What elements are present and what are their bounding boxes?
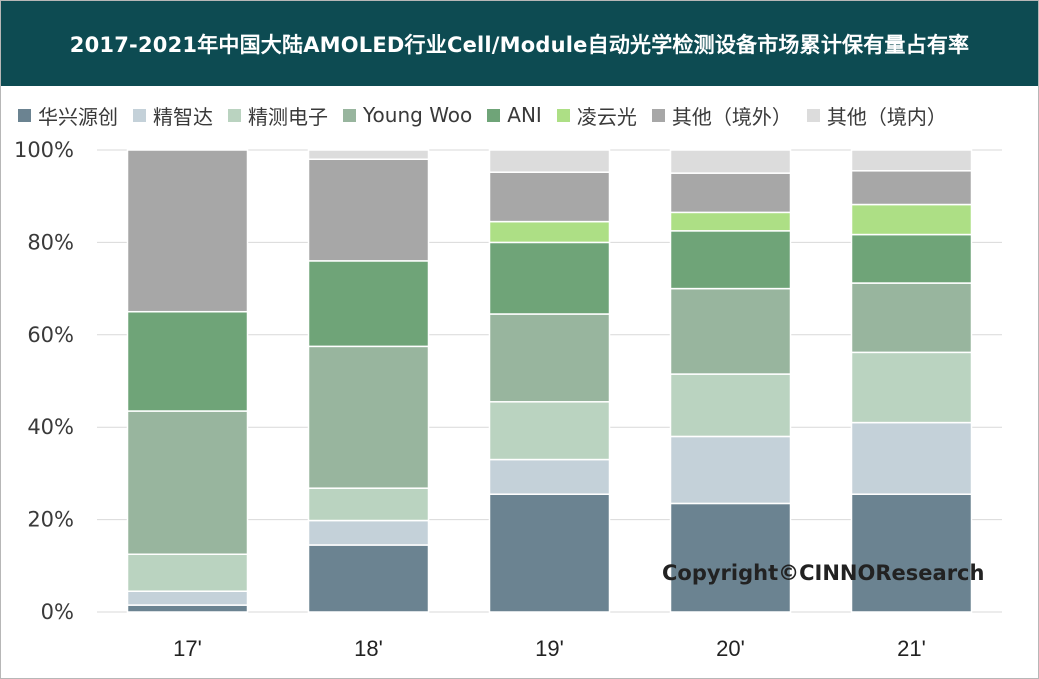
legend-item: Young Woo	[343, 103, 472, 127]
x-tick-label: 18'	[354, 636, 383, 661]
legend-swatch	[228, 108, 241, 122]
bar-segment	[669, 211, 792, 232]
legend-item: 其他（境外）	[651, 101, 792, 130]
bar-segment	[488, 171, 611, 223]
bar-segment	[307, 260, 430, 348]
bar-segment	[307, 487, 430, 522]
bar-segment	[850, 351, 973, 424]
bar-segment	[307, 519, 430, 546]
legend-swatch	[556, 108, 570, 122]
legend-item: 凌云光	[556, 101, 637, 130]
legend-swatch	[651, 108, 665, 122]
legend-swatch	[133, 108, 146, 122]
y-tick-label: 80%	[27, 230, 74, 254]
bar-segment	[850, 493, 973, 613]
bar-segment	[488, 241, 611, 315]
y-tick-label: 60%	[27, 323, 74, 347]
legend-item: 精测电子	[228, 101, 328, 130]
bar-segment	[307, 544, 430, 613]
bar-segment	[488, 149, 611, 173]
y-tick-label: 100%	[14, 138, 74, 162]
bar-segment	[488, 493, 611, 613]
legend-label: 华兴源创	[38, 104, 118, 129]
legend-swatch	[343, 108, 356, 122]
bar-segment	[669, 373, 792, 438]
x-tick-label: 19'	[535, 636, 564, 661]
bar-segment	[669, 149, 792, 174]
bar-segment	[307, 158, 430, 262]
bar-segment	[850, 170, 973, 206]
bar-segment	[850, 421, 973, 495]
bar-segment	[669, 502, 792, 613]
legend-label: 其他（境内）	[826, 104, 947, 129]
bar-segment	[669, 230, 792, 290]
bar-segment	[669, 435, 792, 505]
bar-segment	[307, 345, 430, 489]
legend-swatch	[806, 108, 820, 122]
legend-item: 精智达	[133, 101, 213, 130]
x-tick-label: 21'	[897, 636, 926, 661]
y-tick-label: 0%	[41, 600, 74, 624]
bar-segment	[126, 590, 249, 606]
legend-label: Young Woo	[363, 103, 473, 127]
bar-segment	[126, 553, 249, 592]
title-bar: 2017-2021年中国大陆AMOLED行业Cell/Module自动光学检测设…	[1, 1, 1038, 86]
legend-swatch	[487, 108, 501, 122]
bar-segment	[850, 203, 973, 236]
x-tick-label: 20'	[716, 636, 745, 661]
bar-segment	[669, 287, 792, 375]
legend-label: 其他（境外）	[671, 104, 792, 129]
bar-segment	[126, 149, 249, 313]
bar-segment	[488, 313, 611, 403]
y-tick-label: 20%	[27, 508, 74, 532]
legend-swatch	[18, 108, 31, 122]
legend-item: 华兴源创	[18, 101, 118, 130]
chart-legend: 华兴源创 精智达 精测电子 Young Woo ANI 凌云光 其他（境外） 其他（境内）	[18, 100, 1033, 130]
bar-segment	[850, 149, 973, 172]
bar-segment	[488, 458, 611, 495]
bar-segment	[126, 310, 249, 412]
legend-item: 其他（境内）	[806, 101, 947, 130]
bar-segment	[126, 410, 249, 555]
legend-label: 凌云光	[576, 104, 637, 129]
chart-title: 2017-2021年中国大陆AMOLED行业Cell/Module自动光学检测设…	[69, 32, 970, 57]
bar-segment	[850, 282, 973, 354]
bar-segment	[307, 149, 430, 160]
bar-segment	[488, 401, 611, 461]
legend-label: 精智达	[153, 104, 213, 129]
bar-segment	[669, 172, 792, 214]
copyright-watermark: Copyright©CINNOResearch	[662, 561, 985, 585]
y-tick-label: 40%	[27, 415, 74, 439]
x-tick-label: 17'	[173, 636, 202, 661]
legend-label: 精测电子	[248, 104, 328, 129]
legend-item: ANI	[487, 103, 542, 127]
bar-segment	[850, 233, 973, 284]
legend-label: ANI	[507, 103, 542, 127]
bar-segment	[126, 604, 249, 613]
bar-segment	[488, 220, 611, 244]
